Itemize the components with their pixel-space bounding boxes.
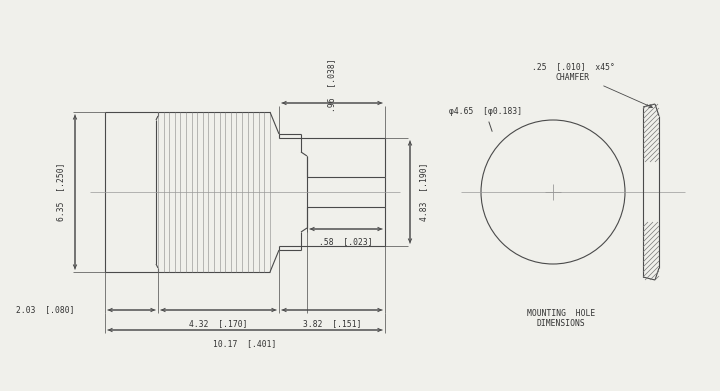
Text: 4.32  [.170]: 4.32 [.170] bbox=[189, 319, 248, 328]
Text: .58  [.023]: .58 [.023] bbox=[319, 237, 373, 246]
Text: 3.82  [.151]: 3.82 [.151] bbox=[302, 319, 361, 328]
Text: 2.03  [.080]: 2.03 [.080] bbox=[17, 305, 75, 314]
Text: 4.83  [.190]: 4.83 [.190] bbox=[420, 163, 428, 221]
Text: MOUNTING  HOLE
DIMENSIONS: MOUNTING HOLE DIMENSIONS bbox=[527, 309, 595, 328]
Text: .96  [.038]: .96 [.038] bbox=[328, 58, 336, 112]
Text: 6.35  [.250]: 6.35 [.250] bbox=[56, 163, 66, 221]
Text: .25  [.010]  x45°
CHAMFER: .25 [.010] x45° CHAMFER bbox=[531, 63, 652, 108]
Text: φ4.65  [φ0.183]: φ4.65 [φ0.183] bbox=[449, 108, 522, 131]
Text: 10.17  [.401]: 10.17 [.401] bbox=[213, 339, 276, 348]
